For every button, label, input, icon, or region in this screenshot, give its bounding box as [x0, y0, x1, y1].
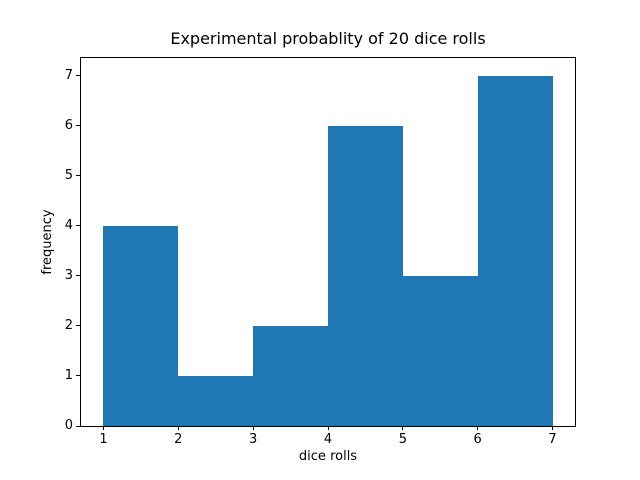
y-tick-label: 2 — [64, 317, 73, 333]
y-tick-mark — [76, 125, 80, 127]
x-tick-mark — [177, 426, 179, 430]
x-tick-mark — [102, 426, 104, 430]
y-tick-label: 0 — [64, 418, 73, 433]
x-tick-label: 6 — [473, 432, 482, 447]
x-tick-label: 5 — [398, 432, 407, 447]
y-tick-mark — [76, 225, 80, 227]
y-tick-label: 4 — [64, 217, 73, 233]
plot-area — [80, 57, 576, 427]
bars-layer — [81, 58, 575, 426]
x-tick-label: 3 — [249, 432, 258, 447]
x-tick-label: 4 — [323, 432, 333, 447]
y-tick-label: 7 — [64, 67, 73, 83]
x-tick-label: 7 — [548, 432, 557, 447]
histogram-bar — [477, 75, 553, 426]
histogram-bar — [178, 375, 254, 426]
y-tick-mark — [76, 275, 80, 277]
x-tick-label: 2 — [174, 432, 183, 447]
y-tick-label: 1 — [64, 367, 73, 383]
x-tick-mark — [252, 426, 254, 430]
y-tick-mark — [76, 175, 80, 177]
x-tick-mark — [402, 426, 404, 430]
histogram-bar — [103, 225, 179, 426]
chart-title: Experimental probablity of 20 dice rolls — [170, 29, 486, 48]
histogram-bar — [402, 275, 478, 426]
x-tick-mark — [477, 426, 479, 430]
y-tick-label: 3 — [64, 267, 73, 283]
x-tick-mark — [327, 426, 329, 430]
y-tick-mark — [76, 325, 80, 327]
y-tick-mark — [76, 75, 80, 77]
y-tick-mark — [76, 375, 80, 377]
y-tick-label: 5 — [64, 167, 73, 183]
histogram-bar — [253, 325, 328, 426]
x-tick-label: 1 — [99, 432, 108, 447]
x-axis-label: dice rolls — [298, 449, 358, 464]
y-tick-mark — [76, 425, 80, 427]
histogram-bar — [328, 125, 403, 426]
y-tick-label: 6 — [64, 117, 73, 133]
x-tick-mark — [552, 426, 554, 430]
